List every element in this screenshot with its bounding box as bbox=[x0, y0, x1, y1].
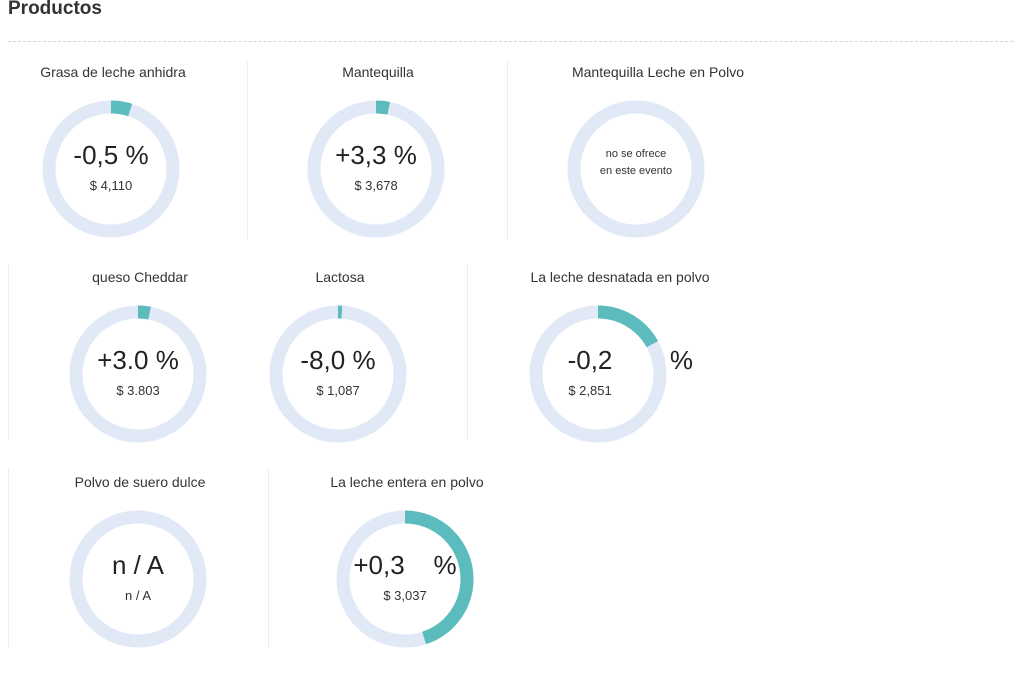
product-name: Lactosa bbox=[315, 269, 365, 285]
donut-fill-arc bbox=[336, 510, 474, 648]
donut-gauge: -0,5 % $ 4,110 bbox=[36, 94, 186, 244]
product-card[interactable]: La leche entera en polvo +0,3 % $ 3,037 bbox=[302, 474, 512, 684]
product-card[interactable]: La leche desnatada en polvo -0,2 % $ 2,8… bbox=[515, 269, 725, 479]
donut-gauge: +0,3 % $ 3,037 bbox=[330, 504, 480, 654]
donut-fill-arc bbox=[269, 305, 407, 443]
product-name: Mantequilla Leche en Polvo bbox=[571, 64, 744, 80]
donut-ring bbox=[69, 510, 207, 648]
price: $ 4,110 bbox=[89, 178, 133, 193]
price: $ 1,087 bbox=[316, 383, 360, 398]
donut-ring bbox=[69, 305, 207, 443]
note-line: en este evento bbox=[599, 165, 673, 177]
donut-ring bbox=[336, 510, 474, 648]
column-divider bbox=[8, 264, 9, 440]
product-card[interactable]: Polvo de suero dulce n / A n / A bbox=[35, 474, 245, 684]
percent-change: -0,2 bbox=[567, 345, 613, 375]
product-card[interactable]: Grasa de leche anhidra -0,5 % $ 4,110 bbox=[8, 64, 218, 274]
donut-ring bbox=[269, 305, 407, 443]
donut-fill-arc bbox=[69, 305, 207, 443]
column-divider bbox=[8, 468, 9, 648]
donut-fill-arc bbox=[307, 100, 445, 238]
column-divider bbox=[467, 264, 468, 440]
product-name: La leche entera en polvo bbox=[330, 474, 484, 490]
donut-gauge: +3.0 % $ 3.803 bbox=[63, 299, 213, 449]
header-divider bbox=[8, 41, 1013, 42]
not-offered-note: no se ofrece en este evento bbox=[561, 146, 711, 180]
column-divider bbox=[268, 468, 269, 648]
price: $ 3,678 bbox=[354, 178, 398, 193]
percent-change: +3.0 % bbox=[97, 345, 179, 375]
note-line: no se ofrece bbox=[605, 148, 667, 160]
product-name: Grasa de leche anhidra bbox=[40, 64, 186, 80]
price: $ 3.803 bbox=[116, 383, 160, 398]
donut-gauge: no se ofrece en este evento bbox=[561, 94, 711, 244]
donut-gauge: -8,0 % $ 1,087 bbox=[263, 299, 413, 449]
page-title: Productos bbox=[8, 0, 102, 19]
donut-track bbox=[69, 510, 207, 648]
price: $ 3,037 bbox=[383, 588, 427, 603]
product-name: La leche desnatada en polvo bbox=[530, 269, 710, 285]
donut-ring bbox=[567, 100, 705, 238]
donut-gauge: n / A n / A bbox=[63, 504, 213, 654]
percent-change: -0,5 % bbox=[73, 140, 149, 170]
donut-fill-arc bbox=[529, 305, 667, 443]
product-card[interactable]: Mantequilla +3,3 % $ 3,678 bbox=[273, 64, 483, 274]
percent-change: n / A bbox=[111, 550, 165, 580]
column-divider bbox=[507, 62, 508, 240]
percent-change: +3,3 % bbox=[335, 140, 417, 170]
product-name: Mantequilla bbox=[342, 64, 414, 80]
donut-ring bbox=[307, 100, 445, 238]
product-card[interactable]: Mantequilla Leche en Polvo no se ofrece … bbox=[533, 64, 783, 274]
price: $ 2,851 bbox=[568, 383, 612, 398]
donut-gauge: -0,2 % $ 2,851 bbox=[523, 299, 693, 449]
column-divider bbox=[247, 62, 248, 240]
product-card[interactable]: Lactosa -8,0 % $ 1,087 bbox=[235, 269, 445, 479]
percent-change: -8,0 % bbox=[300, 345, 376, 375]
percent-change: +0,3 % bbox=[353, 550, 457, 580]
product-name: Polvo de suero dulce bbox=[74, 474, 206, 490]
price: n / A bbox=[124, 588, 152, 603]
donut-track bbox=[567, 100, 705, 238]
percent-suffix: % bbox=[669, 345, 693, 375]
donut-ring bbox=[529, 305, 667, 443]
product-name: queso Cheddar bbox=[92, 269, 188, 285]
product-card[interactable]: queso Cheddar +3.0 % $ 3.803 bbox=[35, 269, 245, 479]
donut-gauge: +3,3 % $ 3,678 bbox=[301, 94, 451, 244]
donut-fill-arc bbox=[42, 100, 180, 238]
donut-ring bbox=[42, 100, 180, 238]
